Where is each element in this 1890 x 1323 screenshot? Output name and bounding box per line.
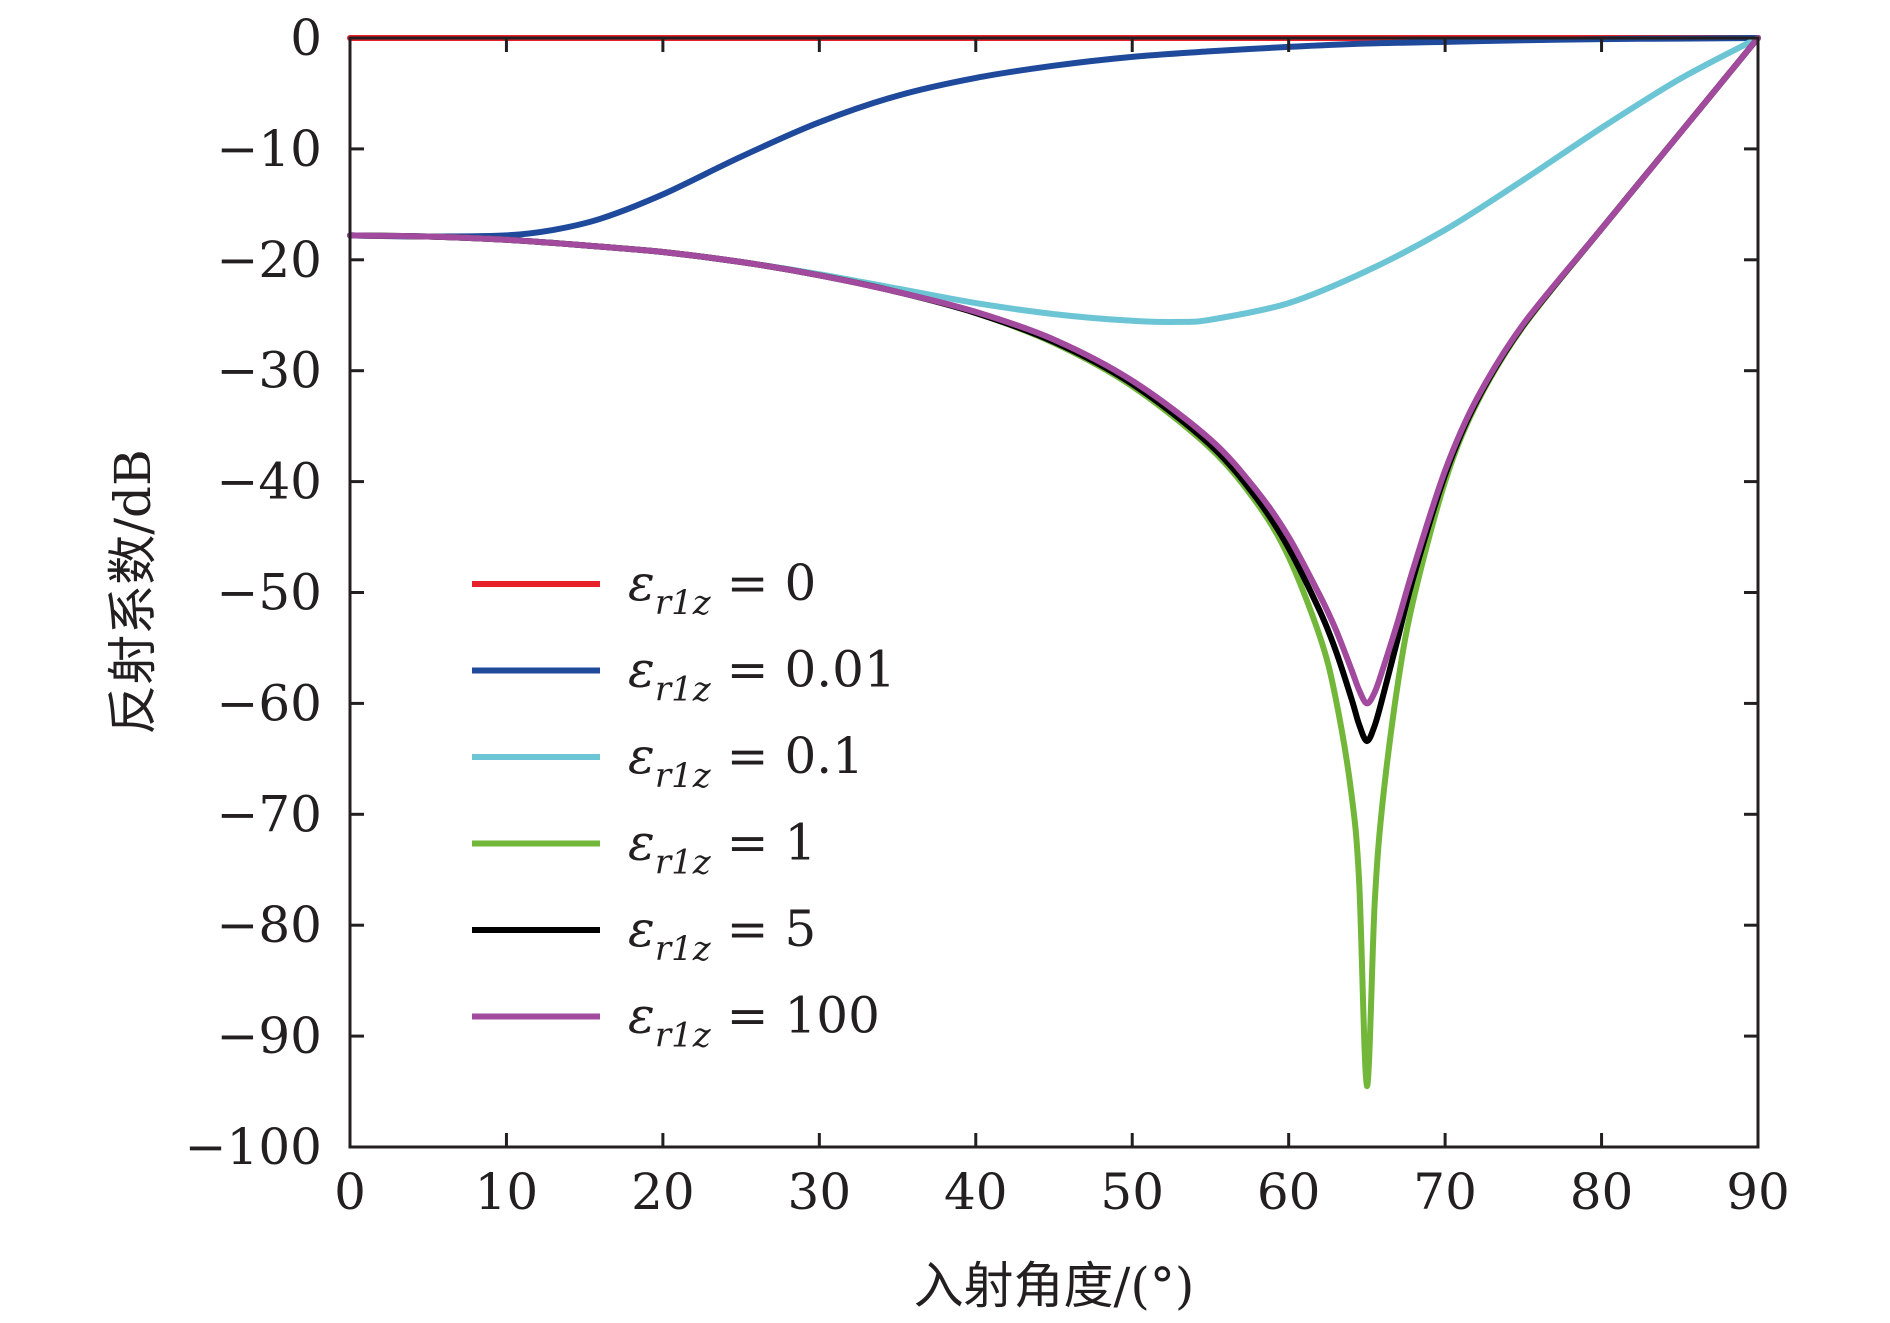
series-line-1	[347, 35, 1761, 240]
legend-label-2: εr1z = 0.1	[628, 727, 864, 796]
x-tick-label-9: 90	[1726, 1163, 1790, 1221]
legend-label-5: εr1z = 100	[628, 987, 880, 1056]
series-layer	[347, 34, 1761, 1090]
plot-frame	[348, 36, 1760, 1149]
x-tick-label-2: 20	[631, 1163, 695, 1221]
y-tick-label-4: −40	[216, 453, 322, 511]
legend-label-3: εr1z = 1	[628, 814, 816, 883]
y-tick-label-3: −30	[216, 342, 322, 400]
legend-label-4: εr1z = 5	[628, 900, 816, 969]
x-tick-label-7: 70	[1413, 1163, 1477, 1221]
x-tick-label-5: 50	[1100, 1163, 1164, 1221]
legend-label-0: εr1z = 0	[628, 554, 816, 623]
series-line-4	[347, 35, 1761, 745]
x-tick-label-4: 40	[944, 1163, 1008, 1221]
y-axis-title: 反射系数/dB	[104, 449, 162, 735]
y-tick-label-10: −100	[185, 1118, 322, 1176]
x-tick-label-6: 60	[1257, 1163, 1321, 1221]
y-tick-label-2: −20	[216, 231, 322, 289]
y-tick-label-9: −90	[216, 1007, 322, 1065]
tick-labels: 0 10 20 30 40 50 60 70 80 90 0 −10 −20 −30 −40 −50 −60 −7…	[185, 9, 1790, 1221]
x-tick-label-0: 0	[334, 1163, 366, 1221]
legend-label-1: εr1z = 0.01	[628, 641, 896, 710]
legend: εr1z = 0 εr1z = 0.01 εr1z = 0.1 εr1z = 1 εr1z = 5…	[472, 554, 896, 1056]
y-tick-label-1: −10	[216, 120, 322, 178]
x-tick-label-1: 10	[475, 1163, 539, 1221]
series-line-5	[347, 35, 1761, 707]
y-tick-label-0: 0	[290, 9, 322, 67]
y-tick-label-8: −80	[216, 896, 322, 954]
ticks-layer	[348, 36, 1760, 1149]
series-line-2	[347, 35, 1761, 325]
y-tick-label-6: −60	[216, 674, 322, 732]
y-tick-label-5: −50	[216, 564, 322, 622]
x-tick-label-3: 30	[788, 1163, 852, 1221]
x-tick-label-8: 80	[1570, 1163, 1634, 1221]
x-axis-title: 入射角度/(°)	[914, 1257, 1195, 1315]
y-tick-label-7: −70	[216, 785, 322, 843]
